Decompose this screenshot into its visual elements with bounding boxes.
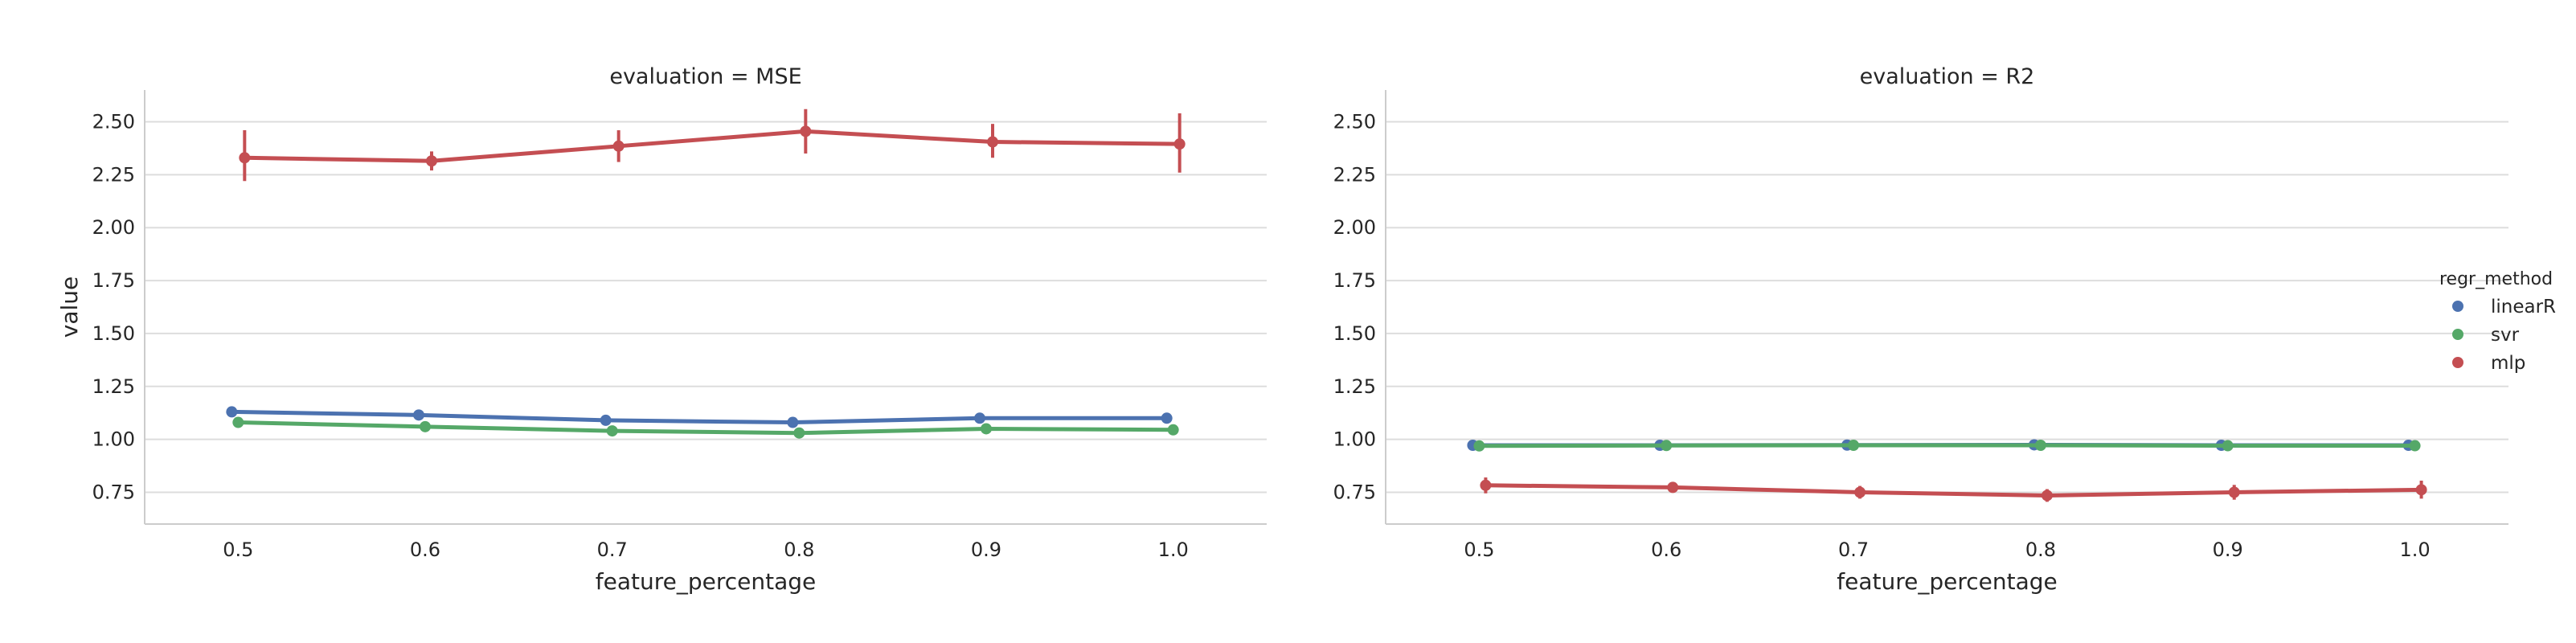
data-point-mlp [2228, 486, 2240, 498]
series-line-svr [238, 420, 1173, 436]
x-tick-label: 0.9 [2213, 539, 2243, 561]
data-point-linearR [974, 412, 985, 424]
y-tick-label: 2.50 [92, 111, 135, 133]
data-point-linearR [787, 416, 799, 428]
y-tick-label: 1.75 [1333, 269, 1376, 292]
data-point-mlp [987, 136, 998, 148]
y-tick-label: 2.25 [1333, 163, 1376, 186]
y-tick-label: 1.25 [92, 375, 135, 398]
data-point-svr [2409, 440, 2421, 452]
y-tick-label: 2.25 [92, 163, 135, 186]
y-axis-title: value [56, 276, 83, 338]
data-point-linearR [1161, 412, 1173, 424]
legend-marker-svr [2452, 329, 2463, 340]
panel-title: evaluation = MSE [609, 64, 801, 89]
data-point-mlp [1854, 486, 1866, 498]
y-tick-label: 1.00 [92, 428, 135, 451]
x-axis-title: feature_percentage [596, 568, 817, 595]
data-point-linearR [413, 409, 424, 421]
x-tick-label: 0.5 [1464, 539, 1494, 561]
data-point-mlp [2415, 484, 2427, 496]
data-point-mlp [2041, 489, 2053, 502]
legend-marker-mlp [2452, 357, 2463, 368]
data-point-mlp [800, 125, 812, 137]
data-point-svr [793, 427, 805, 439]
data-point-svr [606, 425, 618, 437]
y-tick-label: 2.00 [1333, 216, 1376, 239]
x-tick-label: 0.9 [971, 539, 1001, 561]
data-point-linearR [226, 406, 238, 418]
panel-r2: 0.75 1.00 1.25 1.50 1.75 2.00 2.25 2.50 0.5 0.6 0.… [1333, 64, 2508, 595]
data-point-svr [420, 420, 431, 432]
panel-title: evaluation = R2 [1860, 64, 2035, 89]
x-tick-label: 0.7 [1838, 539, 1869, 561]
y-tick-label: 0.75 [92, 481, 135, 503]
data-point-svr [232, 416, 244, 428]
data-point-mlp [1480, 479, 1492, 491]
data-point-svr [1167, 424, 1179, 436]
series-line-svr [1479, 443, 2415, 448]
x-tick-label: 0.6 [1651, 539, 1681, 561]
y-tick-label: 1.00 [1333, 428, 1376, 451]
data-point-mlp [612, 140, 625, 152]
x-tick-label: 1.0 [1158, 539, 1189, 561]
data-point-svr [1661, 440, 1673, 452]
data-point-mlp [426, 155, 437, 167]
data-point-svr [1848, 440, 1860, 452]
legend-marker-linearR [2452, 301, 2463, 312]
legend-title: regr_method [2439, 269, 2553, 289]
data-point-linearR [600, 414, 612, 426]
y-tick-label: 1.75 [92, 269, 135, 292]
data-point-svr [1473, 440, 1485, 452]
y-tick-label: 0.75 [1333, 481, 1376, 503]
y-tick-label: 2.50 [1333, 111, 1376, 133]
x-tick-label: 0.7 [597, 539, 628, 561]
panel-mse: 0.75 1.00 1.25 1.50 1.75 2.00 2.25 2.50 0.5 0.6 0.… [56, 64, 1267, 595]
series-line-mlp [244, 129, 1180, 163]
data-point-svr [981, 423, 992, 435]
data-point-mlp [1173, 138, 1186, 150]
data-point-mlp [1667, 481, 1679, 494]
legend: regr_method linearR svr mlp [2439, 269, 2556, 374]
data-point-svr [2222, 440, 2234, 452]
x-tick-label: 0.5 [223, 539, 253, 561]
x-tick-label: 0.8 [784, 539, 814, 561]
data-point-svr [2034, 440, 2046, 452]
y-tick-label: 1.50 [1333, 322, 1376, 345]
legend-label-linearR: linearR [2491, 297, 2556, 317]
y-tick-label: 2.00 [92, 216, 135, 239]
data-point-mlp [239, 152, 251, 164]
series-line-mlp [1485, 483, 2422, 498]
x-tick-label: 1.0 [2399, 539, 2430, 561]
x-tick-label: 0.6 [410, 539, 440, 561]
y-tick-label: 1.50 [92, 322, 135, 345]
x-tick-label: 0.8 [2025, 539, 2056, 561]
legend-label-mlp: mlp [2491, 353, 2525, 374]
y-tick-label: 1.25 [1333, 375, 1376, 398]
series-line-linearR [231, 409, 1167, 425]
x-axis-title: feature_percentage [1837, 568, 2058, 595]
legend-label-svr: svr [2491, 325, 2520, 346]
